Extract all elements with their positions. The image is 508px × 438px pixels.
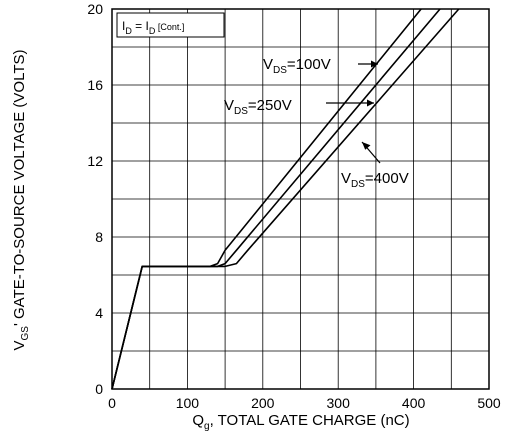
x-axis-title: Qg, TOTAL GATE CHARGE (nC) bbox=[192, 412, 409, 432]
x-tick-label: 0 bbox=[108, 395, 116, 411]
y-tick-labels: 0 4 8 12 16 20 bbox=[87, 1, 103, 397]
x-tick-label: 500 bbox=[477, 395, 501, 411]
series-label-vds-100: VDS=100V bbox=[263, 56, 378, 76]
x-tick-label: 200 bbox=[251, 395, 275, 411]
vds-400-label: VDS=400V bbox=[341, 170, 409, 190]
plot-frame bbox=[111, 8, 490, 390]
vds-250-label: VDS=250V bbox=[224, 97, 292, 117]
x-tick-label: 300 bbox=[327, 395, 351, 411]
x-tick-label: 100 bbox=[176, 395, 200, 411]
condition-legend-box: ID = ID [Cont.] bbox=[116, 12, 225, 38]
series-label-vds-250: VDS=250V bbox=[224, 97, 374, 117]
y-tick-label: 0 bbox=[95, 381, 103, 397]
x-tick-labels: 0 100 200 300 400 500 bbox=[108, 395, 501, 411]
y-tick-label: 12 bbox=[87, 153, 103, 169]
series-line-vds-400 bbox=[111, 8, 460, 390]
x-tick-label: 400 bbox=[402, 395, 426, 411]
y-axis-title: VGS' GATE-TO-SOURCE VOLTAGE (VOLTS) bbox=[11, 50, 31, 351]
y-tick-label: 8 bbox=[95, 229, 103, 245]
grid-lines bbox=[112, 9, 489, 389]
vds-250-arrowhead bbox=[367, 99, 374, 107]
vds-400-arrowhead bbox=[362, 142, 371, 150]
y-tick-label: 16 bbox=[87, 77, 103, 93]
vds-100-label: VDS=100V bbox=[263, 56, 331, 76]
series-label-vds-400: VDS=400V bbox=[341, 141, 409, 190]
condition-text: ID = ID [Cont.] bbox=[122, 19, 184, 36]
y-tick-label: 4 bbox=[95, 305, 103, 321]
vds-100-arrowhead bbox=[371, 60, 378, 68]
y-tick-label: 20 bbox=[87, 1, 103, 17]
series-curves bbox=[111, 8, 460, 390]
